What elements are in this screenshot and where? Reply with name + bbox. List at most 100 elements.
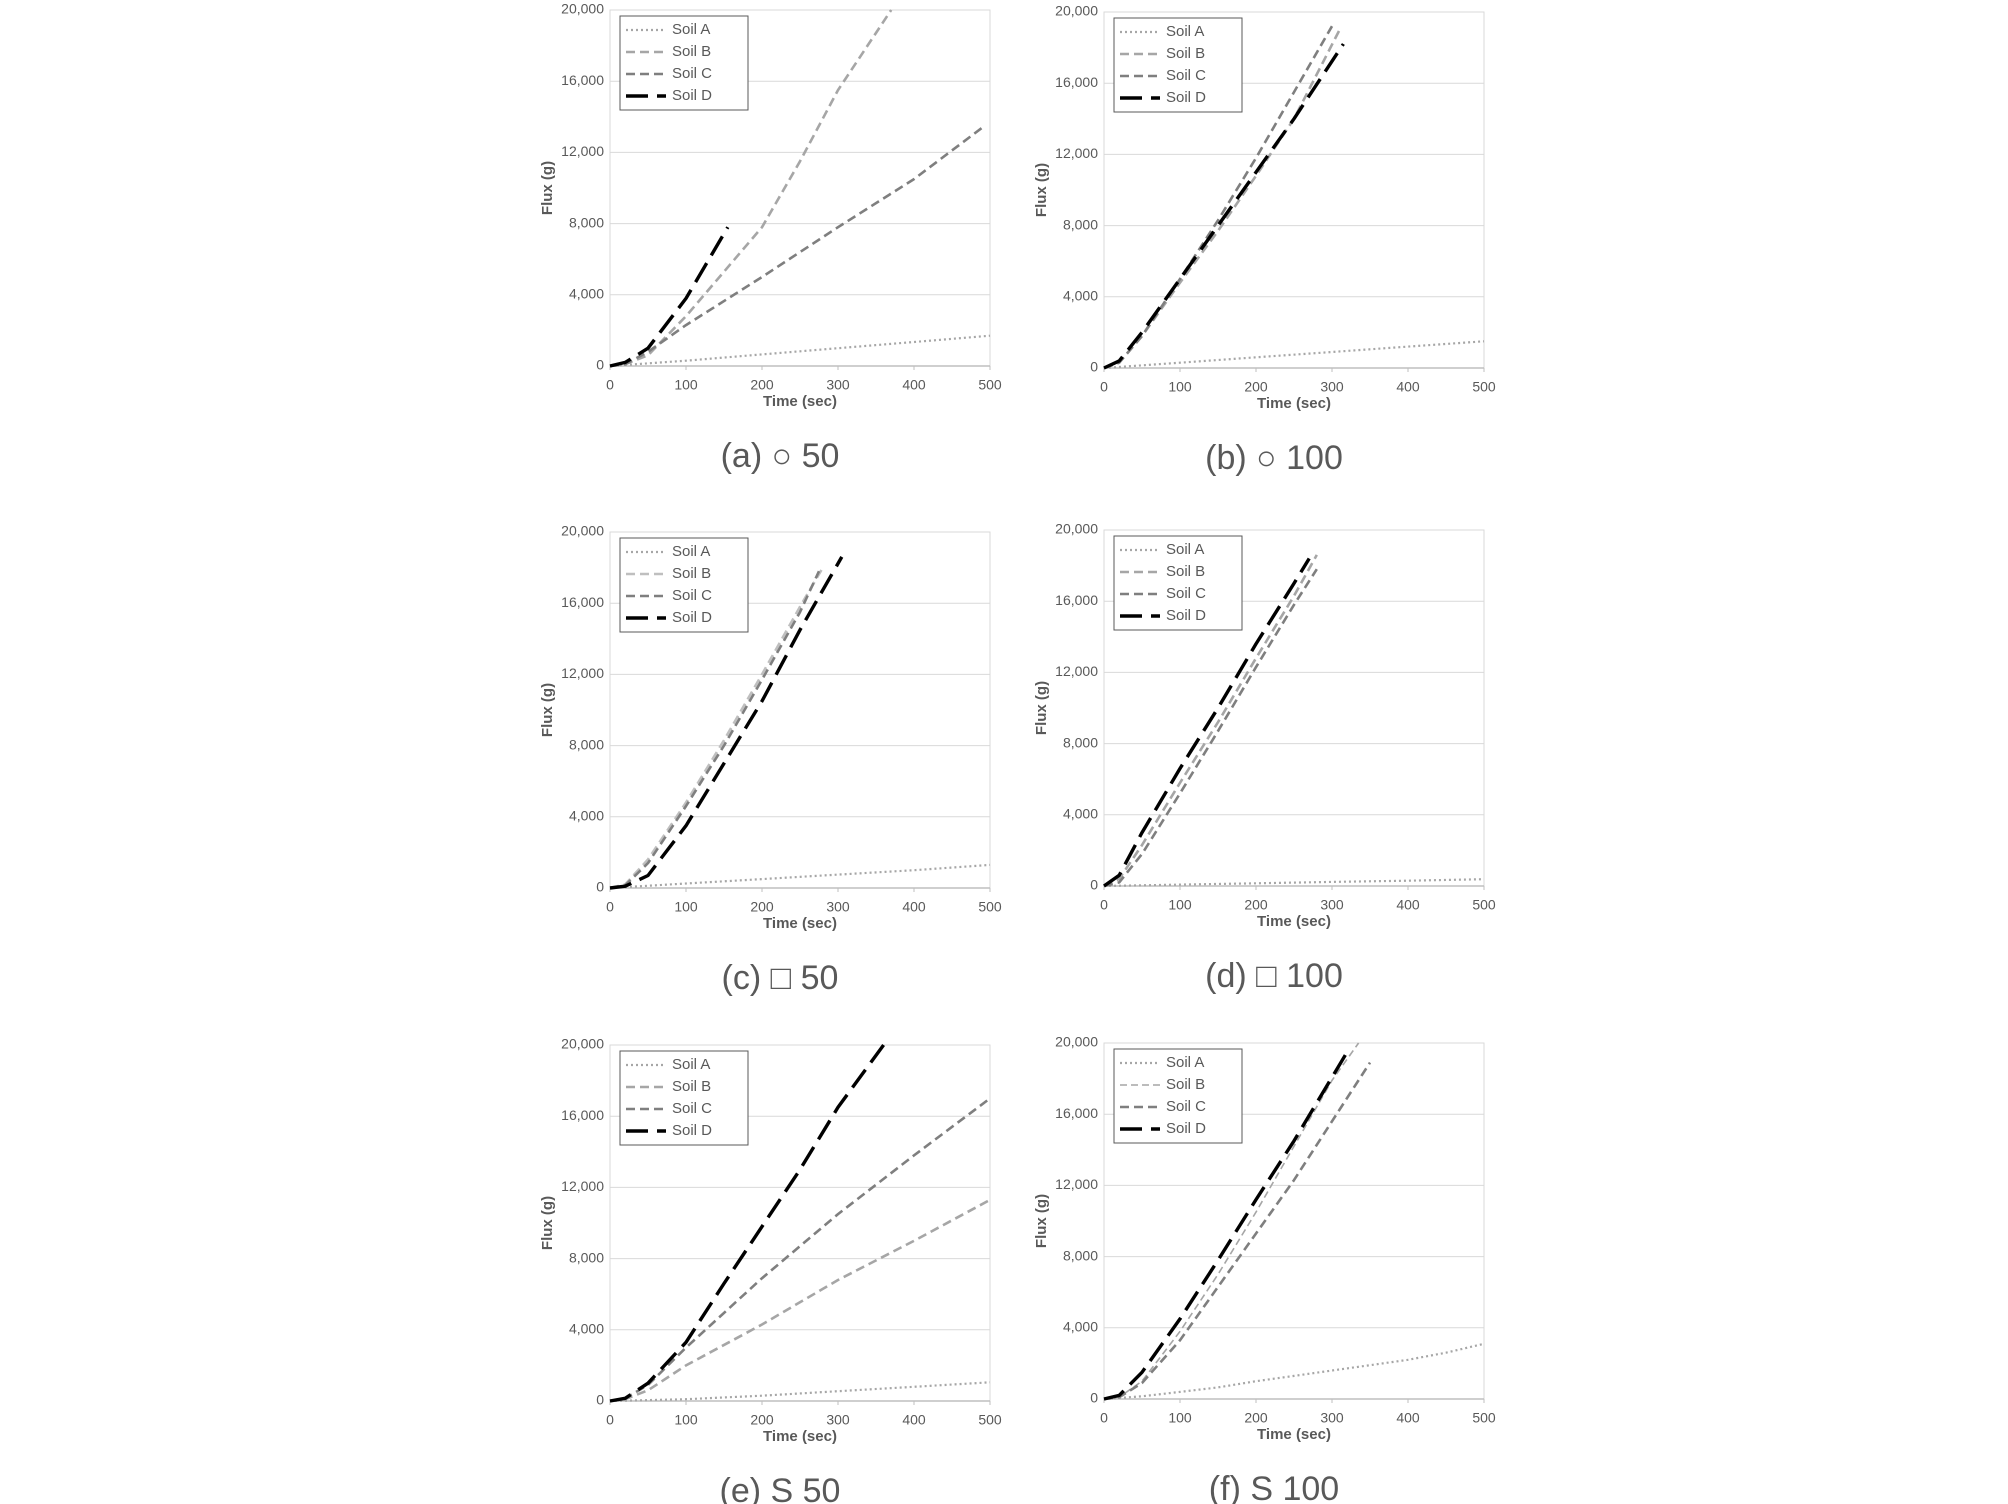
y-tick-label: 12,000 bbox=[1055, 663, 1098, 679]
x-tick-label: 400 bbox=[1396, 1410, 1420, 1426]
y-tick-label: 12,000 bbox=[1055, 1176, 1098, 1192]
legend-label: Soil A bbox=[672, 543, 710, 560]
panel: 0 4,000 8,000 12,000 16,000 20,000 0 100 200 300 4… bbox=[539, 1036, 1002, 1504]
legend-label: Soil A bbox=[1166, 541, 1204, 558]
legend-label: Soil D bbox=[672, 1122, 712, 1139]
y-tick-label: 8,000 bbox=[569, 1249, 604, 1265]
x-tick-label: 300 bbox=[826, 377, 850, 393]
y-tick-label: 20,000 bbox=[561, 523, 604, 539]
legend-label: Soil B bbox=[1166, 45, 1205, 62]
series-line bbox=[1103, 1342, 1485, 1401]
y-tick-label: 16,000 bbox=[561, 594, 604, 610]
x-tick-label: 0 bbox=[1100, 1410, 1108, 1426]
x-tick-label: 300 bbox=[1320, 897, 1344, 913]
x-tick-label: 400 bbox=[902, 1412, 926, 1428]
x-tick-label: 500 bbox=[1472, 379, 1496, 395]
y-tick-label: 4,000 bbox=[569, 808, 604, 824]
y-tick-label: 8,000 bbox=[1063, 1247, 1098, 1263]
legend-label: Soil D bbox=[672, 609, 712, 626]
y-tick-label: 0 bbox=[1090, 1390, 1098, 1406]
x-tick-label: 0 bbox=[1100, 379, 1108, 395]
legend-label: Soil B bbox=[1166, 563, 1205, 580]
x-tick-label: 500 bbox=[978, 1412, 1002, 1428]
y-tick-label: 4,000 bbox=[569, 286, 604, 302]
panel: 0 4,000 8,000 12,000 16,000 20,000 0 100 200 300 4… bbox=[539, 1, 1002, 475]
y-tick-label: 12,000 bbox=[561, 1178, 604, 1194]
legend-label: Soil B bbox=[672, 565, 711, 582]
panel: 0 4,000 8,000 12,000 16,000 20,000 0 100 200 300 4… bbox=[539, 523, 1002, 997]
series-line bbox=[609, 570, 821, 890]
y-axis-label: Flux (g) bbox=[539, 683, 556, 737]
x-tick-label: 100 bbox=[674, 1412, 698, 1428]
x-tick-label: 300 bbox=[1320, 1410, 1344, 1426]
y-tick-label: 20,000 bbox=[1055, 521, 1098, 537]
legend-label: Soil D bbox=[1166, 1120, 1206, 1137]
y-tick-label: 0 bbox=[1090, 877, 1098, 893]
y-tick-label: 16,000 bbox=[561, 1107, 604, 1123]
legend-label: Soil C bbox=[1166, 1098, 1206, 1115]
panel: 0 4,000 8,000 12,000 16,000 20,000 0 100 200 300 4… bbox=[1033, 521, 1496, 995]
x-tick-label: 300 bbox=[826, 1412, 850, 1428]
x-tick-label: 0 bbox=[1100, 897, 1108, 913]
y-tick-label: 0 bbox=[596, 879, 604, 895]
series-line bbox=[609, 1381, 991, 1403]
y-tick-label: 8,000 bbox=[569, 736, 604, 752]
series-line bbox=[609, 863, 991, 890]
y-tick-label: 0 bbox=[596, 1392, 604, 1408]
y-tick-label: 16,000 bbox=[1055, 1105, 1098, 1121]
x-tick-label: 400 bbox=[1396, 897, 1420, 913]
y-tick-label: 12,000 bbox=[561, 665, 604, 681]
x-axis-label: Time (sec) bbox=[1257, 1426, 1331, 1443]
y-axis-label: Flux (g) bbox=[1033, 681, 1050, 735]
series-line bbox=[609, 556, 844, 890]
y-tick-label: 16,000 bbox=[1055, 74, 1098, 90]
y-tick-label: 8,000 bbox=[569, 214, 604, 230]
x-tick-label: 100 bbox=[1168, 1410, 1192, 1426]
x-axis-label: Time (sec) bbox=[763, 915, 837, 932]
y-axis-label: Flux (g) bbox=[1033, 163, 1050, 217]
y-tick-label: 20,000 bbox=[1055, 3, 1098, 19]
legend-label: Soil B bbox=[1166, 1076, 1205, 1093]
x-axis-label: Time (sec) bbox=[1257, 395, 1331, 412]
x-tick-label: 500 bbox=[978, 899, 1002, 915]
y-tick-label: 0 bbox=[1090, 359, 1098, 375]
x-tick-label: 200 bbox=[750, 1412, 774, 1428]
legend-label: Soil D bbox=[1166, 89, 1206, 106]
y-tick-label: 4,000 bbox=[1063, 1319, 1098, 1335]
x-tick-label: 400 bbox=[902, 899, 926, 915]
y-tick-label: 8,000 bbox=[1063, 216, 1098, 232]
panel-caption: (e) S 50 bbox=[720, 1472, 841, 1504]
series-line bbox=[1103, 878, 1485, 888]
y-tick-label: 4,000 bbox=[569, 1321, 604, 1337]
y-tick-label: 20,000 bbox=[561, 1036, 604, 1052]
x-tick-label: 0 bbox=[606, 377, 614, 393]
x-tick-label: 0 bbox=[606, 899, 614, 915]
legend-label: Soil C bbox=[672, 1100, 712, 1117]
y-tick-label: 20,000 bbox=[561, 1, 604, 17]
panel-caption: (b) ○ 100 bbox=[1205, 439, 1343, 477]
x-tick-label: 400 bbox=[1396, 379, 1420, 395]
legend-label: Soil B bbox=[672, 1078, 711, 1095]
series-line bbox=[1103, 557, 1311, 888]
y-tick-label: 16,000 bbox=[1055, 592, 1098, 608]
series-line bbox=[1103, 568, 1318, 888]
x-tick-label: 500 bbox=[1472, 897, 1496, 913]
x-axis-label: Time (sec) bbox=[763, 393, 837, 410]
x-tick-label: 100 bbox=[674, 899, 698, 915]
x-tick-label: 200 bbox=[750, 377, 774, 393]
legend-label: Soil C bbox=[1166, 67, 1206, 84]
y-axis-label: Flux (g) bbox=[539, 1196, 556, 1250]
legend-label: Soil C bbox=[1166, 585, 1206, 602]
x-tick-label: 0 bbox=[606, 1412, 614, 1428]
x-axis-label: Time (sec) bbox=[1257, 913, 1331, 930]
series-line bbox=[1103, 1061, 1372, 1401]
y-tick-label: 12,000 bbox=[1055, 145, 1098, 161]
y-tick-label: 16,000 bbox=[561, 72, 604, 88]
y-tick-label: 20,000 bbox=[1055, 1034, 1098, 1050]
x-tick-label: 200 bbox=[1244, 379, 1268, 395]
series-line bbox=[609, 1198, 991, 1403]
x-tick-label: 100 bbox=[674, 377, 698, 393]
series-line bbox=[609, 1043, 885, 1403]
series-line bbox=[1103, 1042, 1360, 1400]
